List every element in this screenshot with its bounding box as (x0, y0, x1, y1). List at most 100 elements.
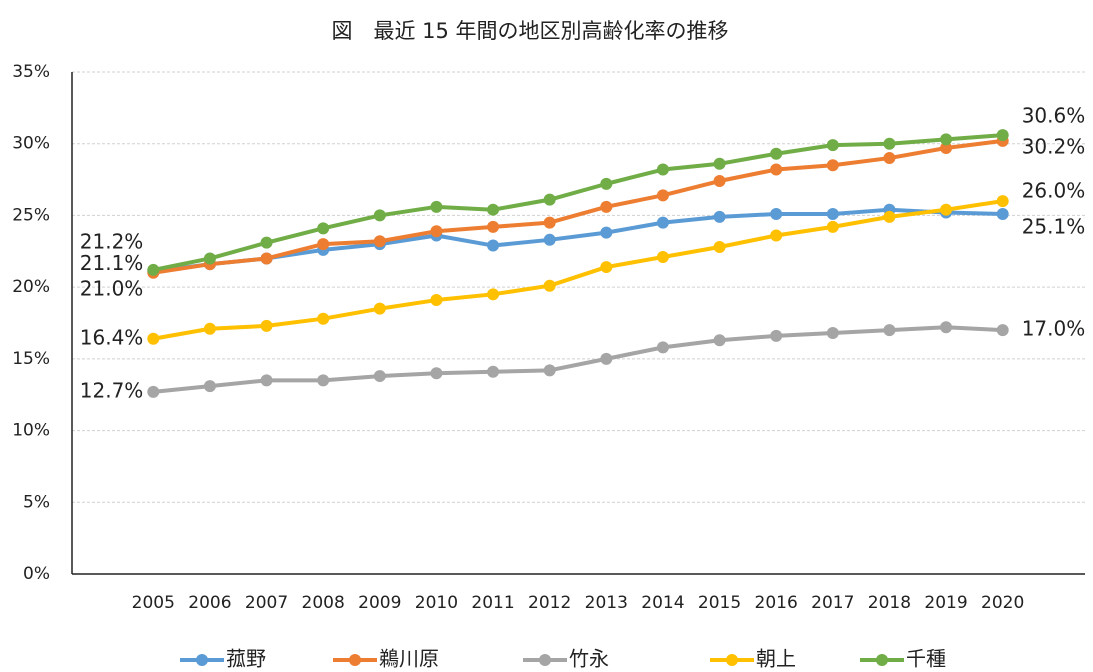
data-point (713, 240, 726, 253)
data-label: 21.1% (80, 251, 144, 275)
data-point (713, 157, 726, 170)
y-tick-label: 25% (12, 205, 50, 225)
x-tick-label: 2007 (245, 593, 288, 613)
y-tick-label: 0% (23, 564, 50, 584)
x-tick-label: 2012 (528, 593, 571, 613)
data-point (883, 137, 896, 150)
legend-marker (726, 654, 738, 666)
data-point (826, 207, 839, 220)
data-point (770, 147, 783, 160)
x-tick-label: 2020 (981, 593, 1024, 613)
data-point (826, 220, 839, 233)
data-point (600, 200, 613, 213)
data-point (373, 302, 386, 315)
data-point (826, 139, 839, 152)
data-point (600, 177, 613, 190)
y-tick-label: 15% (12, 349, 50, 369)
y-tick-label: 10% (12, 421, 50, 441)
data-point (883, 152, 896, 165)
data-point (770, 207, 783, 220)
data-point (656, 251, 669, 264)
series-line (153, 207, 1003, 274)
data-point (996, 195, 1009, 208)
data-point (826, 159, 839, 172)
data-point (996, 207, 1009, 220)
data-label: 21.2% (80, 229, 144, 253)
x-tick-label: 2018 (868, 593, 911, 613)
x-tick-label: 2017 (811, 593, 854, 613)
data-point (883, 324, 896, 337)
data-point (373, 370, 386, 383)
data-point (656, 163, 669, 176)
data-point (317, 374, 330, 387)
data-point (940, 203, 953, 216)
series-line (153, 138, 1003, 275)
data-point (373, 209, 386, 222)
data-point (600, 226, 613, 239)
data-point (260, 236, 273, 249)
data-point (487, 365, 500, 378)
series-line (152, 199, 1003, 341)
data-point (543, 279, 556, 292)
data-point (260, 319, 273, 332)
data-point (940, 133, 953, 146)
legend-label: 鵜川原 (379, 647, 439, 671)
legend-label: 竹永 (569, 647, 609, 671)
y-tick-label: 35% (12, 62, 50, 82)
data-point (317, 222, 330, 235)
data-label: 30.2% (1022, 134, 1086, 158)
data-point (260, 252, 273, 265)
data-point (713, 210, 726, 223)
data-point (147, 385, 160, 398)
data-point (317, 312, 330, 325)
data-point (260, 374, 273, 387)
y-tick-label: 20% (12, 277, 50, 297)
data-point (656, 216, 669, 229)
data-point (656, 341, 669, 354)
data-point (600, 261, 613, 274)
data-point (713, 175, 726, 188)
data-point (656, 189, 669, 202)
x-tick-label: 2011 (471, 593, 514, 613)
x-tick-label: 2013 (585, 593, 628, 613)
data-point (430, 367, 443, 380)
data-point (147, 332, 160, 345)
legend-marker (196, 654, 208, 666)
data-point (940, 321, 953, 334)
x-tick-label: 2015 (698, 593, 741, 613)
data-point (543, 364, 556, 377)
data-point (430, 294, 443, 307)
data-point (770, 163, 783, 176)
data-point (600, 352, 613, 365)
x-tick-label: 2005 (132, 593, 175, 613)
y-tick-label: 30% (12, 134, 50, 154)
legend-marker (349, 654, 361, 666)
data-point (770, 329, 783, 342)
x-tick-label: 2014 (641, 593, 684, 613)
x-tick-label: 2009 (358, 593, 401, 613)
y-tick-label: 5% (23, 492, 50, 512)
data-point (713, 334, 726, 347)
data-point (487, 239, 500, 252)
data-point (317, 238, 330, 251)
legend-marker (539, 654, 551, 666)
data-label: 25.1% (1022, 214, 1086, 238)
series-line (153, 325, 1003, 394)
data-point (770, 229, 783, 242)
data-label: 30.6% (1022, 104, 1086, 128)
data-label: 12.7% (80, 378, 144, 402)
data-point (487, 220, 500, 233)
chart-title: 図 最近 15 年間の地区別高齢化率の推移 (331, 19, 728, 43)
data-label: 16.4% (80, 325, 144, 349)
data-point (203, 252, 216, 265)
data-label: 17.0% (1022, 317, 1086, 341)
data-point (203, 322, 216, 335)
legend-label: 千種 (906, 647, 946, 671)
x-tick-label: 2016 (755, 593, 798, 613)
data-point (543, 233, 556, 246)
x-tick-label: 2008 (302, 593, 345, 613)
data-point (203, 380, 216, 393)
legend-label: 朝上 (756, 647, 796, 671)
data-point (373, 235, 386, 248)
series-line (152, 133, 1003, 272)
